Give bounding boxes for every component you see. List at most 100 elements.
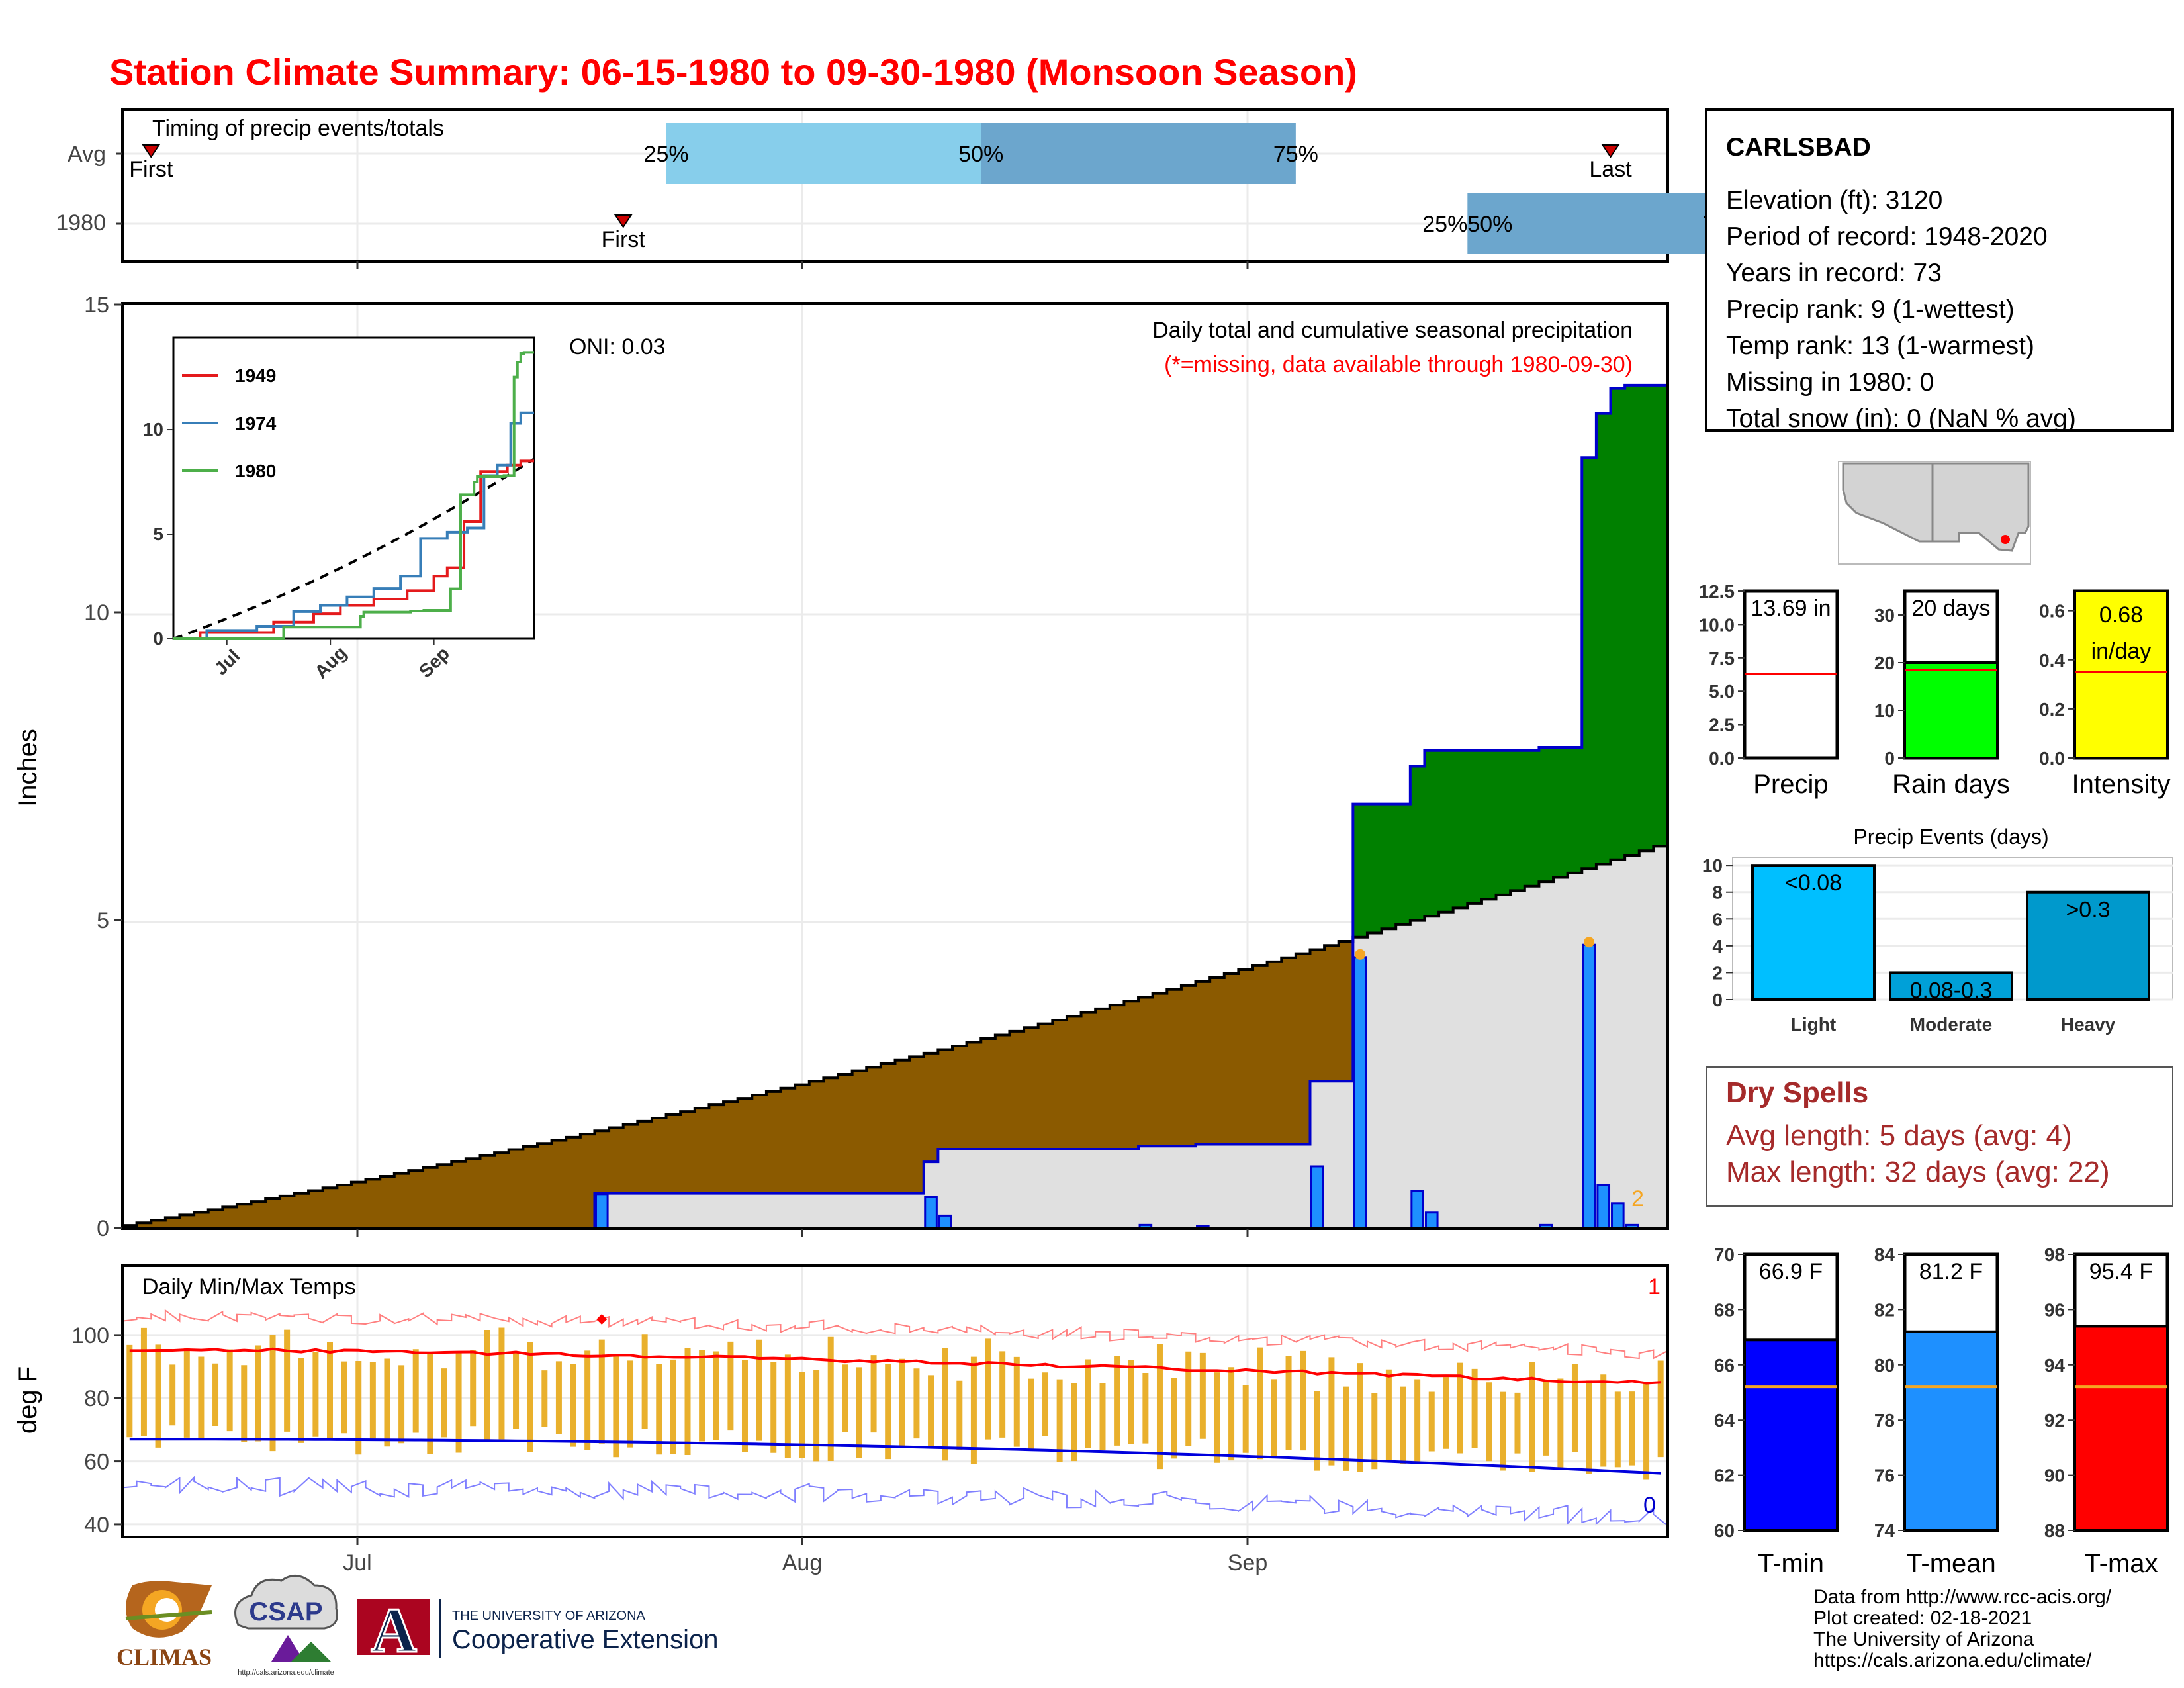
events-bar-moderate — [1889, 971, 2013, 1001]
inset-series-1949 — [173, 459, 534, 640]
timing-row-1980: 1980 — [56, 211, 106, 236]
tmin-tick: 68 — [1714, 1299, 1735, 1320]
daily-precip-bar — [1596, 1184, 1611, 1229]
csap-url: http://cals.arizona.edu/climate — [238, 1669, 334, 1677]
ua-big-text: Cooperative Extension — [452, 1625, 718, 1654]
temp-y-tick: 100 — [71, 1323, 109, 1348]
avg-q75-label: 75% — [1273, 142, 1318, 167]
tmax-value: 95.4 F — [2089, 1259, 2153, 1284]
temperature-bars: 60 62 64 66 68 70 66.9 F 74 76 78 80 82 84 81.2 F 88 90… — [1714, 1244, 2169, 1541]
intensity-tick: 0.6 — [2039, 601, 2065, 622]
inset-series-1980 — [173, 351, 534, 640]
climas-wordmark: CLIMAS — [116, 1644, 212, 1670]
events-bar-label: 0.08-0.3 — [1910, 978, 1993, 1003]
tmin-tick: 62 — [1714, 1466, 1735, 1486]
precip-y-axis-label: Inches — [13, 729, 42, 807]
avg-first-label: First — [129, 157, 173, 182]
daily-precip-bar — [1310, 1165, 1324, 1229]
tmin-tick: 64 — [1714, 1410, 1735, 1430]
tmin-bar — [1743, 1338, 1839, 1532]
precip-panel: 0 5 10 15 Inches Daily total and cumulative… — [13, 293, 1669, 1241]
precip-panel-frame — [121, 302, 1669, 1230]
tmin-tick: 70 — [1714, 1244, 1735, 1265]
temp-x-tick: Aug — [782, 1550, 823, 1575]
tmean-tick: 80 — [1874, 1355, 1895, 1376]
timing-panel: Timing of precip events/totals Avg 1980 … — [56, 108, 1797, 269]
record-high-count: 1 — [1648, 1274, 1661, 1299]
temp-panel: Daily Min/Max Temps deg F 1 0 40 60 80 100 J… — [13, 1264, 1669, 1575]
ua-a-mark: A — [371, 1595, 416, 1665]
precip-total-value: 13.69 in — [1751, 596, 1831, 621]
tmin-bar-label: T-min — [1758, 1549, 1824, 1578]
tmin-tick: 60 — [1714, 1521, 1735, 1541]
events-y-tick: 6 — [1712, 909, 1723, 929]
footer-line-2: Plot created: 02-18-2021 — [1813, 1607, 2032, 1629]
daily-precip-bar — [1611, 1202, 1625, 1229]
station-line-temp-rank: Temp rank: 13 (1-warmest) — [1726, 332, 2034, 360]
precip-events-chart: Precip Events (days) 0 2 4 6 8 10 <0.08 Light 0.… — [1702, 825, 2173, 1035]
events-x-tick: Light — [1791, 1014, 1836, 1035]
record-high-marker — [596, 1314, 608, 1325]
dry-spells-title: Dry Spells — [1726, 1076, 1868, 1109]
y1980-q50-q75-bar — [1467, 193, 1725, 254]
temp-x-tick: Jul — [343, 1550, 371, 1575]
oni-value: ONI: 0.03 — [569, 334, 666, 359]
missing-count: 2 — [1631, 1186, 1644, 1211]
tmax-bar — [2073, 1325, 2169, 1532]
tmean-value: 81.2 F — [1919, 1259, 1983, 1284]
dry-spells-box: Dry Spells Avg length: 5 days (avg: 4) M… — [1706, 1066, 2173, 1207]
tmin-tick: 66 — [1714, 1355, 1735, 1376]
temp-y-axis-label: deg F — [13, 1366, 42, 1434]
record-precip-marker — [1584, 937, 1595, 948]
temp-x-tick: Sep — [1228, 1550, 1268, 1575]
precip-y-tick: 15 — [84, 293, 109, 318]
daily-precip-bar — [1353, 956, 1367, 1229]
record-precip-marker — [1355, 949, 1366, 960]
rain-days-tick: 10 — [1874, 700, 1895, 721]
events-bar-heavy — [2026, 890, 2150, 1001]
csap-wordmark: CSAP — [249, 1597, 322, 1626]
record-low-count: 0 — [1643, 1493, 1656, 1518]
footer-line-3: The University of Arizona — [1813, 1628, 2034, 1650]
precip-y-tick: 0 — [97, 1216, 109, 1241]
events-title: Precip Events (days) — [1853, 825, 2048, 849]
temp-y-tick: 40 — [84, 1513, 109, 1538]
daily-precip-bar — [1424, 1211, 1439, 1229]
tmax-tick: 94 — [2044, 1355, 2066, 1376]
missing-note: (*=missing, data available through 1980-… — [1164, 352, 1633, 377]
tmean-tick: 76 — [1874, 1466, 1895, 1486]
events-bar-label: >0.3 — [2066, 898, 2110, 923]
events-x-tick: Heavy — [2061, 1014, 2116, 1035]
avg-cumulative-line — [122, 845, 1668, 1227]
station-line-period: Period of record: 1948-2020 — [1726, 222, 2048, 251]
events-bar-label: <0.08 — [1785, 870, 1842, 896]
events-bar-light — [1751, 864, 1876, 1001]
avg-first-marker — [142, 144, 161, 158]
precip-total-tick: 7.5 — [1709, 648, 1735, 669]
temp-panel-label: Daily Min/Max Temps — [142, 1274, 355, 1299]
daily-precip-bar — [594, 1193, 609, 1229]
avg-q25-q50-bar — [666, 123, 981, 184]
station-line-missing: Missing in 1980: 0 — [1726, 368, 1934, 397]
rain-days-bar — [1903, 661, 1999, 759]
record-high-line — [122, 1309, 1668, 1360]
precip-total-tick: 12.5 — [1699, 581, 1735, 602]
timing-label: Timing of precip events/totals — [152, 116, 444, 141]
rain-days-tick: 30 — [1874, 605, 1895, 626]
y1980-q25-q50-label: 25%50% — [1422, 212, 1512, 237]
inset-legend-label: 1980 — [235, 461, 276, 481]
avg-q25-label: 25% — [644, 142, 689, 167]
climas-logo: CLIMAS — [116, 1581, 212, 1670]
tmax-tick: 88 — [2044, 1521, 2065, 1541]
station-line-years: Years in record: 73 — [1726, 259, 1942, 287]
tmax-bar-label: T-max — [2084, 1549, 2158, 1578]
tmean-tick: 78 — [1874, 1410, 1895, 1430]
avg-low-line — [129, 1438, 1661, 1475]
timing-row-avg: Avg — [68, 142, 106, 167]
record-low-line — [122, 1476, 1668, 1526]
tmax-tick: 98 — [2044, 1244, 2065, 1265]
y1980-first-label: First — [602, 227, 646, 252]
station-info-frame — [1705, 108, 2174, 432]
precip-subtitle: Daily total and cumulative seasonal prec… — [1152, 318, 1633, 343]
